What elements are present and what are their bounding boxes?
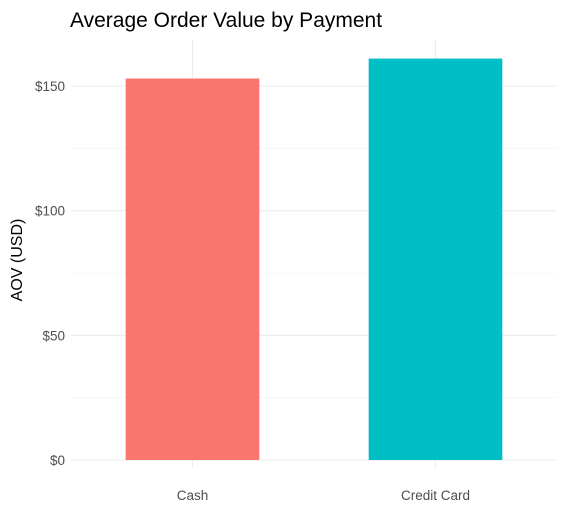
y-tick-label: $0 (50, 453, 65, 468)
x-axis-ticks: Cash Credit Card (177, 488, 470, 503)
y-axis-ticks: $0 $50 $100 $150 (35, 79, 65, 468)
bar-cash (125, 78, 260, 461)
y-axis-label: AOV (USD) (9, 219, 26, 302)
x-tick-label: Cash (177, 488, 209, 503)
bars-layer (125, 58, 503, 461)
y-tick-label: $50 (42, 328, 65, 343)
y-tick-label: $150 (35, 79, 65, 94)
y-tick-label: $100 (35, 204, 65, 219)
chart-title: Average Order Value by Payment (70, 9, 382, 32)
x-tick-label: Credit Card (401, 488, 470, 503)
bar-credit-card (368, 58, 503, 460)
